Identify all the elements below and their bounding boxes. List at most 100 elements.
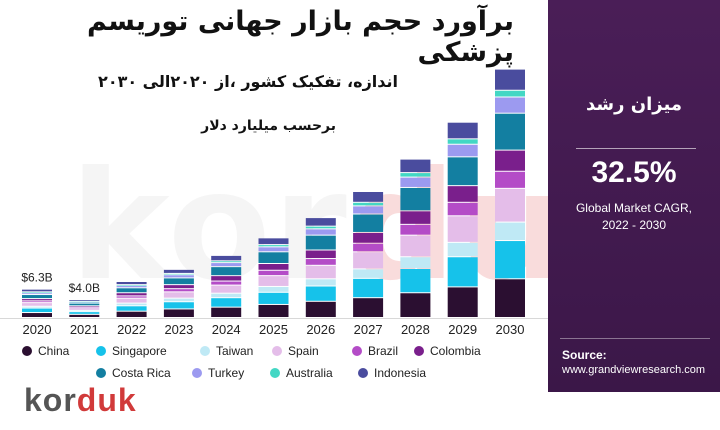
- cagr-label-line-1: Global Market CAGR,: [575, 201, 693, 215]
- bar-segment-spain-2021: [69, 308, 100, 310]
- bar-segment-australia-2029: [447, 139, 478, 144]
- bar-segment-spain-2030: [495, 188, 525, 222]
- x-tick-label-2025: 2025: [259, 322, 288, 337]
- bar-segment-spain-2025: [258, 276, 289, 286]
- legend-label: Spain: [288, 344, 319, 358]
- bar-segment-spain-2026: [305, 265, 336, 279]
- bar-segment-colombia-2028: [400, 211, 431, 224]
- bar-segment-costa-rica-2022: [116, 288, 147, 293]
- growth-label: میزان رشد: [586, 94, 682, 115]
- bar-segment-indonesia-2030: [495, 69, 525, 90]
- x-tick-label-2021: 2021: [70, 322, 99, 337]
- bottom-strip: [0, 392, 720, 430]
- bar-segment-turkey-2026: [305, 229, 336, 235]
- bar-segment-singapore-2029: [447, 257, 478, 287]
- bar-segment-singapore-2022: [116, 306, 147, 311]
- bar-segment-colombia-2024: [211, 276, 242, 281]
- legend-item-turkey: Turkey: [192, 366, 244, 380]
- bar-segment-taiwan-2021: [69, 310, 100, 312]
- bar-segment-china-2028: [400, 293, 431, 317]
- bar-segment-australia-2023: [163, 273, 194, 275]
- bar-stack-2021: [69, 300, 100, 317]
- legend-item-taiwan: Taiwan: [200, 344, 253, 358]
- side-divider-bottom: [560, 338, 710, 339]
- bar-segment-costa-rica-2024: [211, 267, 242, 276]
- x-tick-label-2029: 2029: [448, 322, 477, 337]
- legend-item-spain: Spain: [272, 344, 319, 358]
- bar-segment-indonesia-2023: [163, 269, 194, 273]
- bar-stack-2020: [22, 289, 52, 317]
- bar-segment-china-2024: [211, 307, 242, 317]
- bar-stack-2027: [353, 192, 384, 317]
- bar-segment-indonesia-2024: [211, 255, 242, 261]
- legend-item-china: China: [22, 344, 69, 358]
- legend-label: Colombia: [430, 344, 481, 358]
- legend-label: Indonesia: [374, 366, 427, 380]
- bar-segment-costa-rica-2020: [22, 295, 52, 299]
- chart-subtitle: اندازه، تفکیک کشور ،از ۲۰۲۰الی ۲۰۳۰: [98, 72, 398, 91]
- chart-unit: برحسب میلیارد دلار: [201, 118, 336, 134]
- bar-stack-2028: [400, 159, 431, 317]
- bar-segment-brazil-2025: [258, 270, 289, 276]
- x-tick-label-2030: 2030: [496, 322, 525, 337]
- bar-segment-brazil-2029: [447, 202, 478, 216]
- bar-segment-singapore-2025: [258, 292, 289, 304]
- bar-segment-australia-2024: [211, 261, 242, 263]
- bar-segment-colombia-2030: [495, 150, 525, 171]
- bar-segment-brazil-2020: [22, 301, 52, 303]
- bar-segment-spain-2020: [22, 303, 52, 306]
- legend-item-singapore: Singapore: [96, 344, 167, 358]
- bar-segment-singapore-2026: [305, 286, 336, 301]
- bar-segment-turkey-2029: [447, 144, 478, 157]
- bar-segment-spain-2027: [353, 252, 384, 269]
- legend-swatch: [358, 368, 368, 378]
- bar-stack-2022: [116, 282, 147, 317]
- bar-segment-australia-2028: [400, 173, 431, 177]
- bar-segment-singapore-2020: [22, 308, 52, 313]
- bar-segment-colombia-2022: [116, 293, 147, 296]
- x-tick-label-2028: 2028: [401, 322, 430, 337]
- bar-segment-colombia-2023: [163, 285, 194, 289]
- bar-segment-taiwan-2022: [116, 303, 147, 306]
- cagr-label-line-2: 2022 - 2030: [601, 218, 667, 232]
- source-url[interactable]: www.grandviewresearch.com: [562, 364, 706, 376]
- bar-segment-costa-rica-2021: [69, 303, 100, 306]
- legend-label: Turkey: [208, 366, 245, 380]
- x-tick-label-2024: 2024: [212, 322, 241, 337]
- bar-segment-turkey-2028: [400, 177, 431, 187]
- legend-swatch: [192, 368, 202, 378]
- bar-segment-spain-2022: [116, 298, 147, 303]
- logo-part-2: duk: [76, 382, 137, 418]
- bar-segment-taiwan-2030: [495, 222, 525, 241]
- legend-label: Brazil: [368, 344, 399, 358]
- korduk-logo[interactable]: korduk: [24, 382, 137, 419]
- x-tick-label-2020: 2020: [23, 322, 52, 337]
- bar-segment-australia-2030: [495, 90, 525, 97]
- bar-segment-china-2023: [163, 309, 194, 317]
- bar-segment-australia-2027: [353, 202, 384, 206]
- bar-segment-taiwan-2025: [258, 286, 289, 292]
- bar-segment-taiwan-2026: [305, 279, 336, 286]
- legend-label: Australia: [286, 366, 333, 380]
- bar-segment-spain-2029: [447, 216, 478, 242]
- watermark-part-1: kor: [70, 140, 349, 314]
- stacked-bar-chart: 2020 $6.3B 2021 $4.0B 2022 2023 2024 2025 2026 20…: [0, 69, 548, 337]
- bar-segment-singapore-2030: [495, 241, 525, 279]
- bar-segment-brazil-2026: [305, 259, 336, 265]
- bar-segment-costa-rica-2027: [353, 214, 384, 232]
- legend-swatch: [352, 346, 362, 356]
- bar-segment-china-2025: [258, 304, 289, 317]
- bar-segment-singapore-2027: [353, 278, 384, 298]
- bar-segment-china-2029: [447, 287, 478, 317]
- bar-segment-colombia-2020: [22, 299, 52, 301]
- bar-segment-singapore-2023: [163, 302, 194, 309]
- bar-segment-brazil-2023: [163, 289, 194, 292]
- legend-swatch: [272, 346, 282, 356]
- bar-segment-brazil-2030: [495, 171, 525, 188]
- bar-segment-turkey-2021: [69, 302, 100, 303]
- bar-segment-indonesia-2029: [447, 122, 478, 139]
- bar-segment-singapore-2024: [211, 298, 242, 307]
- bar-segment-turkey-2020: [22, 293, 52, 295]
- x-tick-label-2022: 2022: [117, 322, 146, 337]
- bar-segment-singapore-2021: [69, 312, 100, 314]
